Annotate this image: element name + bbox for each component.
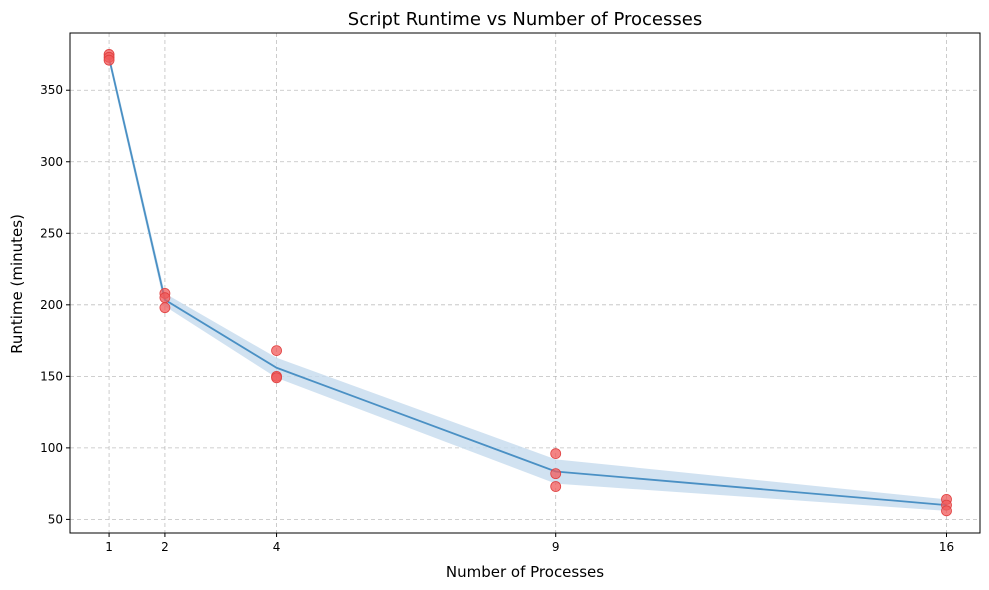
data-points-group (103, 49, 952, 517)
data-point (550, 481, 562, 492)
mean-runtime-line (108, 57, 947, 506)
data-point (159, 302, 171, 314)
confidence-band-group (109, 53, 947, 511)
y-tick-label: 250 (40, 226, 63, 240)
x-tick-label: 9 (552, 540, 560, 554)
data-point (550, 468, 562, 480)
plot-frame (69, 32, 981, 534)
confidence-band (109, 53, 947, 511)
chart-title: Script Runtime vs Number of Processes (348, 9, 702, 30)
y-tick-label: 350 (40, 83, 63, 97)
y-axis-label: Runtime (minutes) (8, 214, 26, 354)
data-point (271, 372, 282, 384)
x-tick-label: 16 (939, 540, 954, 554)
y-tick-label: 150 (40, 369, 63, 383)
data-point (941, 505, 952, 517)
x-tick-label: 2 (161, 540, 169, 554)
data-point (271, 345, 282, 356)
mean-line-group (108, 57, 947, 506)
y-tick-label: 50 (48, 512, 63, 526)
y-axis-ticks: 50 100 150 200 250 300 350 (40, 83, 70, 526)
data-point (159, 292, 171, 304)
x-axis-ticks: 1 2 4 9 16 (105, 533, 954, 554)
data-point (550, 448, 562, 460)
x-axis-label: Number of Processes (446, 563, 604, 581)
x-tick-label: 1 (105, 540, 113, 554)
y-tick-label: 300 (40, 155, 63, 169)
x-tick-label: 4 (273, 540, 281, 554)
y-tick-label: 100 (40, 441, 63, 455)
data-point (103, 54, 115, 66)
y-tick-label: 200 (40, 298, 63, 312)
